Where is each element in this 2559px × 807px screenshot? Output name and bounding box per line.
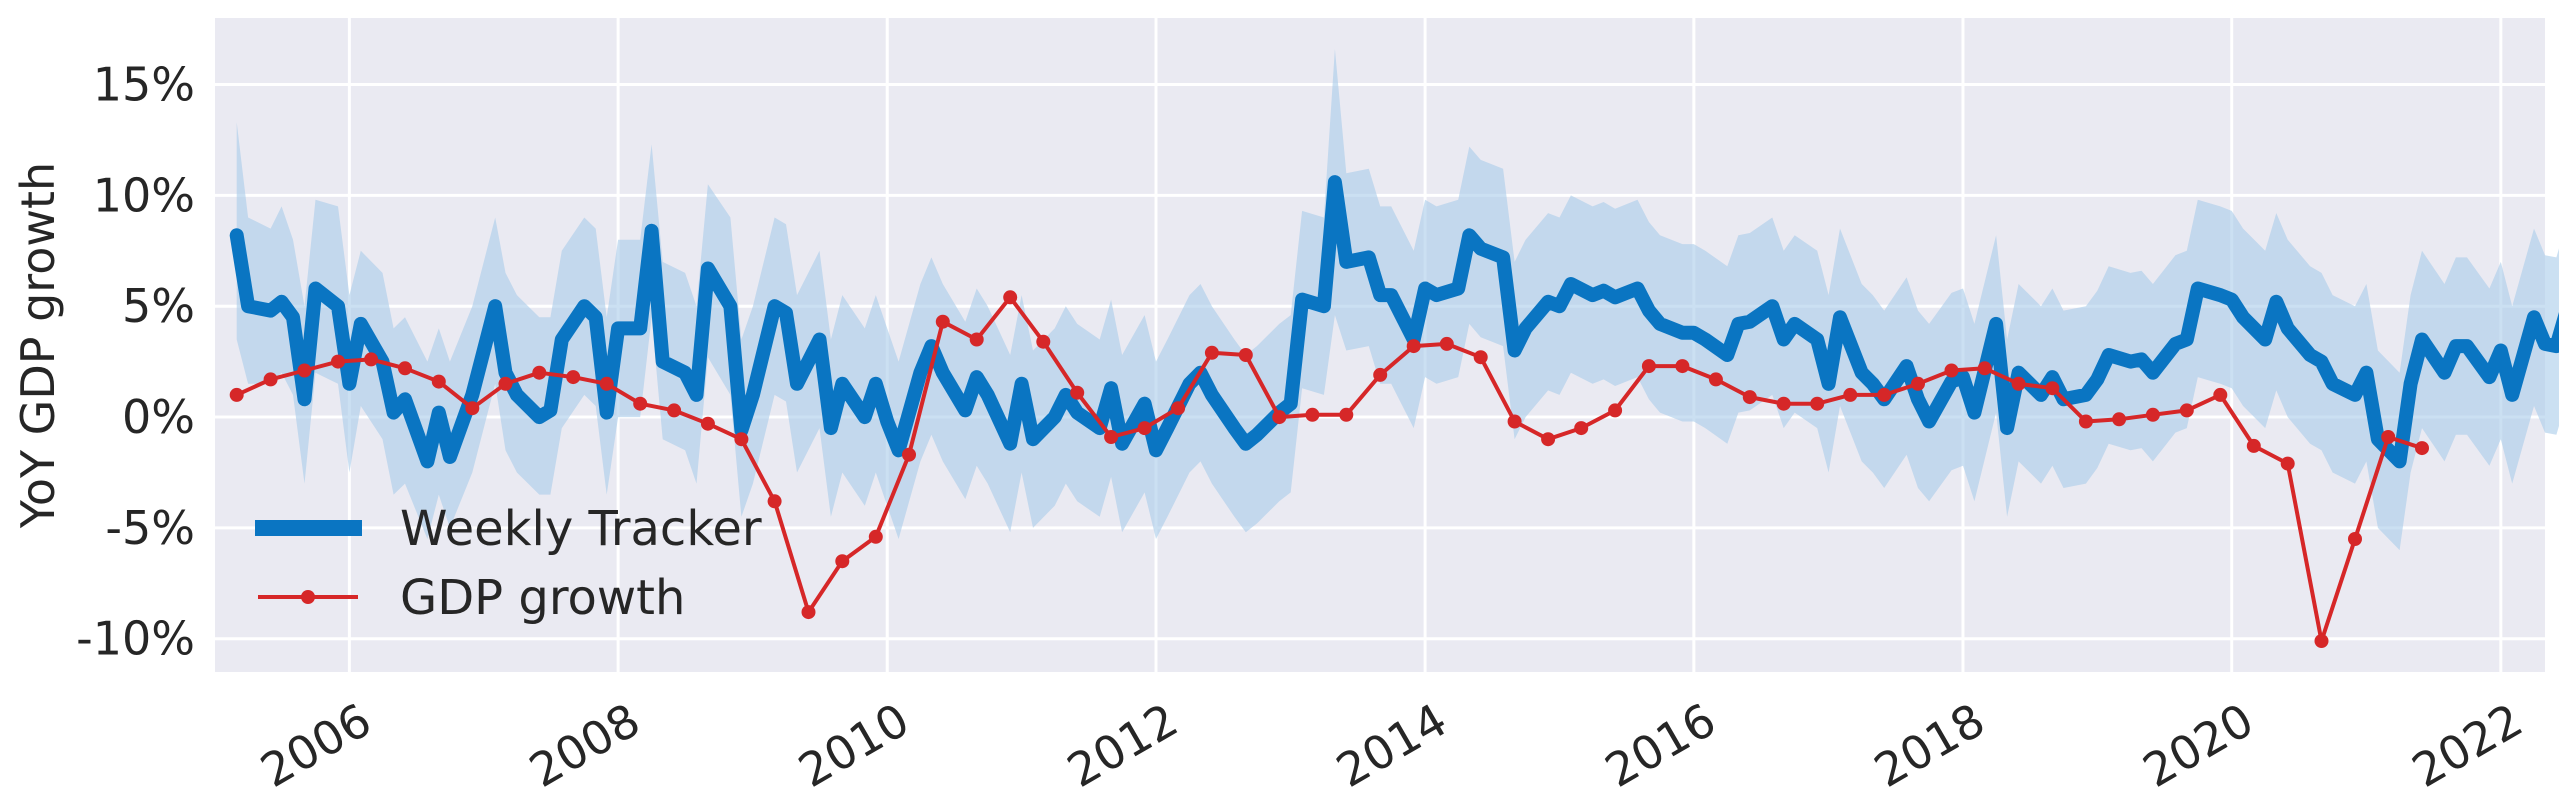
- gdp-growth-point: [835, 554, 850, 569]
- gdp-growth-point: [498, 376, 513, 391]
- y-tick-label: 10%: [93, 168, 195, 222]
- gdp-growth-point: [1877, 387, 1892, 402]
- gdp-growth-point: [229, 387, 244, 402]
- gdp-growth-point: [1911, 376, 1925, 391]
- gdp-growth-point: [700, 416, 715, 431]
- gdp-growth-point: [1272, 410, 1287, 425]
- gdp-growth-point: [1137, 421, 1152, 436]
- series-layer: [229, 175, 2559, 648]
- gdp-growth-point: [1507, 414, 1522, 429]
- gdp-growth-point: [1204, 345, 1219, 360]
- gdp-growth-point: [1104, 430, 1119, 444]
- gdp-growth-point: [331, 354, 345, 369]
- gdp-growth-point: [1473, 350, 1488, 365]
- gdp-growth-point: [263, 372, 278, 387]
- y-tick-label: 15%: [93, 58, 195, 112]
- gdp-growth-point: [1574, 421, 1589, 436]
- gdp-growth-point: [667, 403, 682, 418]
- gdp-growth-point: [1944, 363, 1959, 378]
- legend-gdp-label: GDP growth: [400, 570, 685, 626]
- legend-tracker-label: Weekly Tracker: [400, 501, 762, 557]
- gdp-growth-point: [1003, 290, 1018, 305]
- gdp-growth-point: [431, 374, 446, 389]
- gdp-growth-point: [2381, 430, 2396, 444]
- x-tick-label: 2012: [1058, 693, 1186, 798]
- gdp-growth-point: [633, 396, 648, 411]
- gdp-growth-point: [1810, 396, 1825, 411]
- x-tick-label: 2010: [790, 693, 918, 798]
- gdp-growth-point: [767, 494, 782, 509]
- gdp-growth-point: [2213, 387, 2228, 402]
- y-tick-label: 0%: [122, 390, 195, 444]
- gdp-growth-point: [935, 314, 950, 329]
- weekly-tracker-line: [229, 175, 2559, 469]
- x-tick-label: 2008: [520, 693, 648, 798]
- x-tick-label: 2022: [2403, 693, 2531, 798]
- gdp-growth-point: [2415, 441, 2429, 456]
- gdp-growth-point: [566, 370, 581, 385]
- gdp-growth-point: [868, 529, 883, 544]
- gdp-growth-point: [1977, 361, 1992, 376]
- gdp-growth-point: [2179, 403, 2194, 418]
- gdp-growth-point: [465, 401, 480, 416]
- gdp-growth-point: [1439, 336, 1454, 351]
- x-tick-label: 2014: [1327, 693, 1455, 798]
- y-tick-label: -10%: [76, 612, 195, 666]
- gdp-growth-point: [599, 376, 614, 391]
- gdp-growth-point: [801, 605, 816, 620]
- gdp-growth-point: [2112, 412, 2127, 427]
- x-tick-labels: 2006 2008 2010 2012 2014 2016 2018 2020 2022: [252, 693, 2532, 798]
- gdp-growth-point: [1776, 396, 1791, 411]
- gdp-growth-point: [1070, 385, 1085, 400]
- gdp-growth-point: [2280, 456, 2295, 471]
- gdp-growth-point: [1406, 339, 1421, 354]
- gdp-growth-point: [2246, 438, 2261, 453]
- gdp-growth-point: [1641, 359, 1656, 374]
- gdp-growth-point: [902, 447, 916, 462]
- gdp-growth-point: [1373, 367, 1388, 382]
- x-tick-label: 2016: [1596, 693, 1724, 798]
- gdp-growth-point: [1708, 372, 1723, 387]
- legend: Weekly Tracker GDP growth: [255, 501, 762, 626]
- legend-gdp-marker: [301, 590, 315, 604]
- gdp-growth-point: [1339, 407, 1354, 422]
- gdp-growth-point: [2314, 634, 2329, 648]
- y-axis-title: YoY GDP growth: [11, 162, 65, 529]
- gdp-growth-point: [1608, 403, 1623, 418]
- y-tick-label: 5%: [122, 279, 195, 333]
- gdp-growth-point: [297, 363, 312, 378]
- gdp-growth-point: [2145, 407, 2160, 422]
- gdp-growth-point: [969, 332, 984, 347]
- gdp-growth-point: [1238, 348, 1253, 362]
- gdp-growth-point: [1171, 401, 1186, 416]
- gdp-growth-point: [1036, 334, 1051, 349]
- gdp-growth-point: [398, 361, 412, 376]
- x-tick-label: 2020: [2134, 693, 2262, 798]
- gdp-growth-point: [532, 365, 547, 380]
- x-tick-label: 2018: [1865, 693, 1993, 798]
- gdp-growth-point: [1541, 432, 1556, 447]
- gdp-growth-point: [2011, 376, 2026, 391]
- gdp-growth-point: [734, 432, 749, 447]
- y-tick-labels: 15% 10% 5% 0% -5% -10%: [76, 58, 195, 666]
- gdp-growth-point: [2348, 532, 2362, 546]
- gdp-growth-point: [2078, 414, 2093, 429]
- gdp-growth-point: [1675, 359, 1690, 374]
- gdp-growth-point: [364, 352, 379, 367]
- x-tick-label: 2006: [252, 693, 380, 798]
- gdp-growth-point: [1305, 407, 1320, 422]
- gdp-growth-point: [2045, 381, 2060, 396]
- y-tick-label: -5%: [105, 501, 195, 555]
- gdp-growth-point: [1843, 387, 1858, 402]
- gdp-growth-point: [1742, 390, 1757, 405]
